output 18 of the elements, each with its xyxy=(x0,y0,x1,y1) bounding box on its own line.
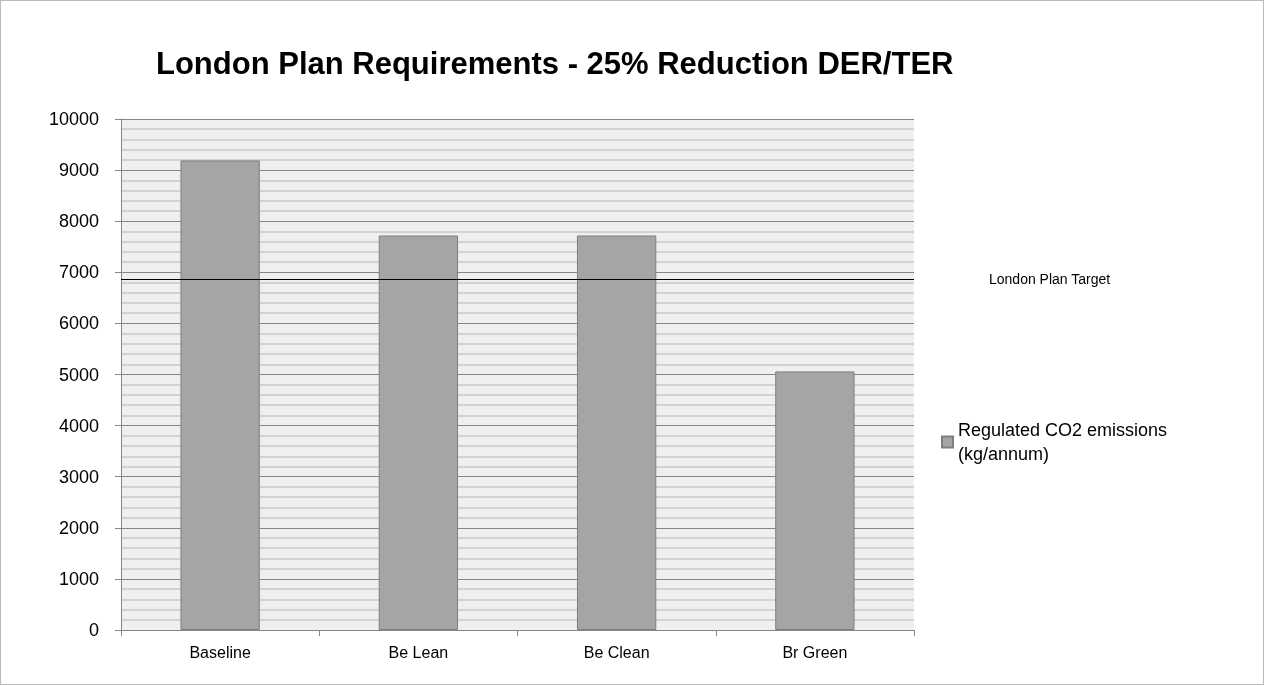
y-tick-label: 1000 xyxy=(58,568,99,589)
x-tick-label: Be Clean xyxy=(583,643,650,661)
ref-line-label: London Plan Target xyxy=(989,271,1111,288)
x-tick-label: Be Lean xyxy=(388,643,449,661)
y-tick-label: 5000 xyxy=(58,364,99,385)
x-tick-label: Baseline xyxy=(189,643,251,661)
y-tick-label: 6000 xyxy=(58,313,99,334)
y-tick-label: 9000 xyxy=(58,160,99,181)
chart-title: London Plan Requirements - 25% Reduction DER/TER xyxy=(156,46,954,81)
y-tick-label: 0 xyxy=(88,620,99,640)
y-tick-label: 3000 xyxy=(58,466,99,487)
y-tick-label: 4000 xyxy=(58,415,99,436)
legend-label: Regulated CO2 emissions (kg/annum) xyxy=(958,420,1173,464)
y-tick-label: 7000 xyxy=(58,262,99,283)
y-tick-label: 2000 xyxy=(58,517,99,538)
x-tick-label: Br Green xyxy=(782,643,848,661)
y-tick-label: 8000 xyxy=(58,211,99,232)
y-tick-label: 10000 xyxy=(48,109,99,129)
